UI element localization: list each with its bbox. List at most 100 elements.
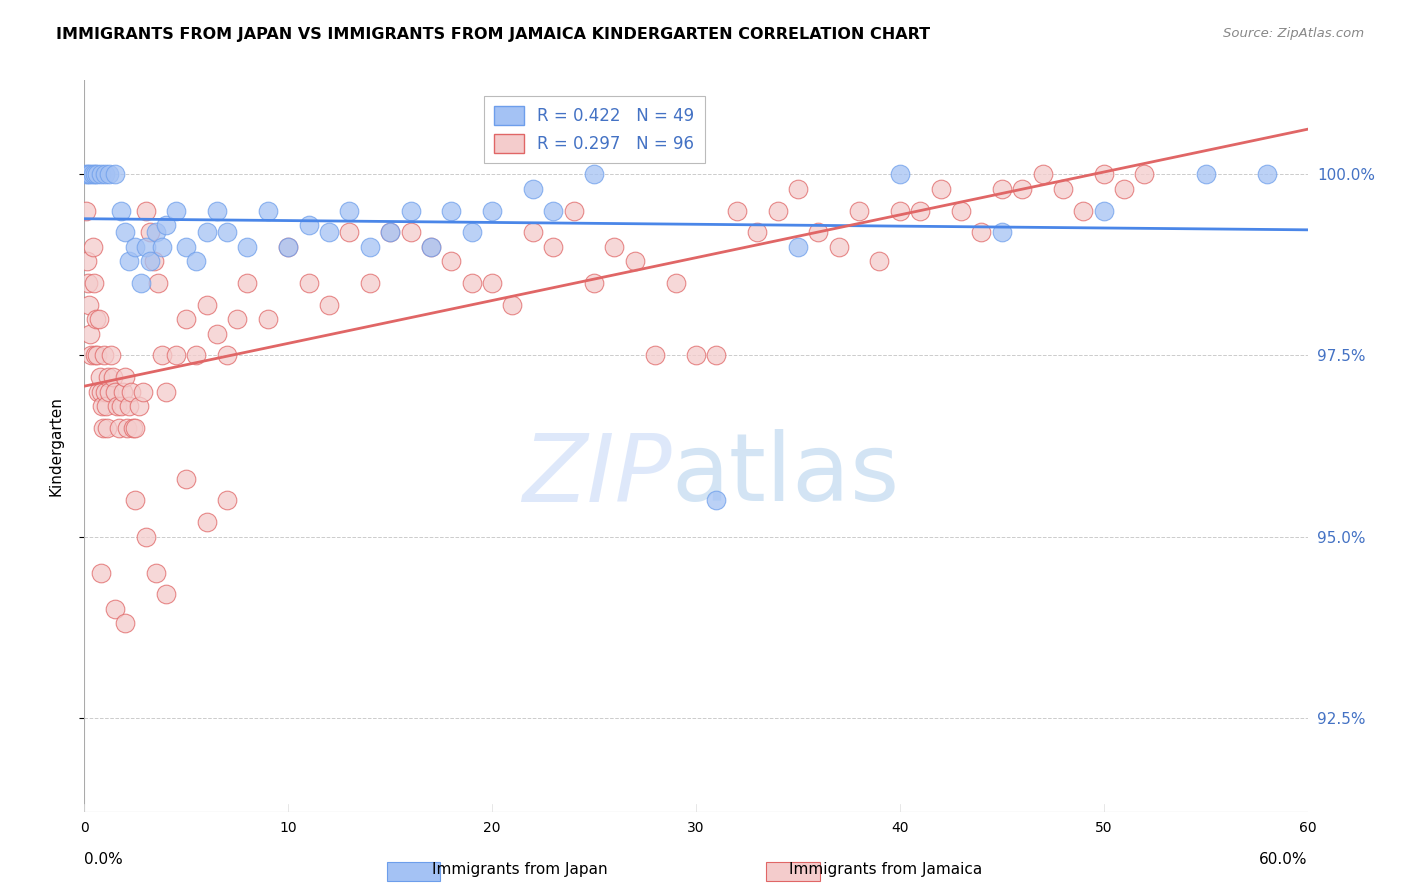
Point: [82, 168, 104, 182]
Point: [440, 254, 463, 268]
Point: [970, 225, 993, 239]
Point: [155, 587, 177, 601]
Point: [1032, 168, 1054, 182]
Point: [75, 203, 97, 218]
Point: [77, 276, 100, 290]
Point: [522, 182, 544, 196]
Point: [339, 203, 361, 218]
Point: [93, 168, 117, 182]
Point: [644, 349, 666, 363]
Point: [135, 240, 157, 254]
Text: Immigrants from Japan: Immigrants from Japan: [433, 863, 607, 877]
Point: [543, 203, 565, 218]
Point: [1011, 182, 1033, 196]
Point: [77, 168, 100, 182]
Point: [114, 225, 136, 239]
Point: [1256, 168, 1278, 182]
Point: [90, 384, 112, 399]
Point: [90, 566, 112, 580]
Point: [142, 254, 165, 268]
Point: [150, 349, 173, 363]
Legend: R = 0.422   N = 49, R = 0.297   N = 96: R = 0.422 N = 49, R = 0.297 N = 96: [484, 96, 704, 162]
Point: [138, 254, 160, 268]
Point: [174, 472, 197, 486]
Point: [118, 254, 141, 268]
Point: [318, 225, 340, 239]
Point: [114, 370, 136, 384]
Point: [787, 240, 810, 254]
Point: [87, 312, 110, 326]
Point: [399, 203, 422, 218]
Point: [89, 370, 111, 384]
Point: [145, 225, 167, 239]
Point: [131, 276, 153, 290]
Point: [277, 240, 299, 254]
Point: [583, 276, 606, 290]
Point: [502, 298, 524, 312]
Point: [562, 203, 585, 218]
Point: [706, 493, 728, 508]
Point: [165, 203, 187, 218]
Point: [787, 182, 810, 196]
Point: [75, 168, 97, 182]
Point: [76, 254, 98, 268]
Point: [889, 203, 911, 218]
Point: [100, 349, 122, 363]
Point: [120, 384, 142, 399]
Point: [186, 349, 208, 363]
Point: [124, 493, 146, 508]
Point: [869, 254, 891, 268]
Point: [93, 384, 117, 399]
Point: [359, 240, 381, 254]
Text: ZIP: ZIP: [522, 430, 672, 521]
Point: [150, 240, 173, 254]
Point: [97, 168, 120, 182]
Point: [82, 240, 104, 254]
Text: Source: ZipAtlas.com: Source: ZipAtlas.com: [1223, 27, 1364, 40]
Point: [766, 203, 789, 218]
Point: [205, 326, 228, 341]
Point: [145, 566, 167, 580]
Point: [318, 298, 340, 312]
Point: [359, 276, 381, 290]
Point: [94, 399, 117, 413]
Point: [1092, 203, 1115, 218]
Point: [112, 384, 135, 399]
Point: [226, 312, 249, 326]
Point: [298, 218, 321, 232]
Point: [93, 349, 115, 363]
Point: [603, 240, 626, 254]
Point: [86, 349, 108, 363]
Point: [236, 240, 259, 254]
Point: [380, 225, 402, 239]
Point: [138, 225, 160, 239]
Point: [399, 225, 422, 239]
Point: [665, 276, 688, 290]
Point: [132, 384, 155, 399]
Point: [104, 384, 127, 399]
Text: 60.0%: 60.0%: [1260, 852, 1308, 866]
Point: [96, 421, 118, 435]
Point: [195, 515, 218, 529]
Point: [583, 168, 606, 182]
Point: [83, 168, 105, 182]
Point: [108, 421, 131, 435]
Point: [807, 225, 830, 239]
Point: [91, 421, 114, 435]
Point: [86, 168, 108, 182]
Text: Immigrants from Jamaica: Immigrants from Jamaica: [789, 863, 983, 877]
Point: [1114, 182, 1136, 196]
Point: [1133, 168, 1156, 182]
Point: [83, 349, 105, 363]
Point: [339, 225, 361, 239]
Point: [124, 240, 146, 254]
Point: [725, 203, 748, 218]
Point: [420, 240, 443, 254]
Point: [135, 529, 157, 543]
Point: [101, 370, 124, 384]
Point: [79, 168, 101, 182]
Point: [195, 225, 218, 239]
Point: [991, 225, 1014, 239]
Point: [543, 240, 565, 254]
Point: [86, 384, 108, 399]
